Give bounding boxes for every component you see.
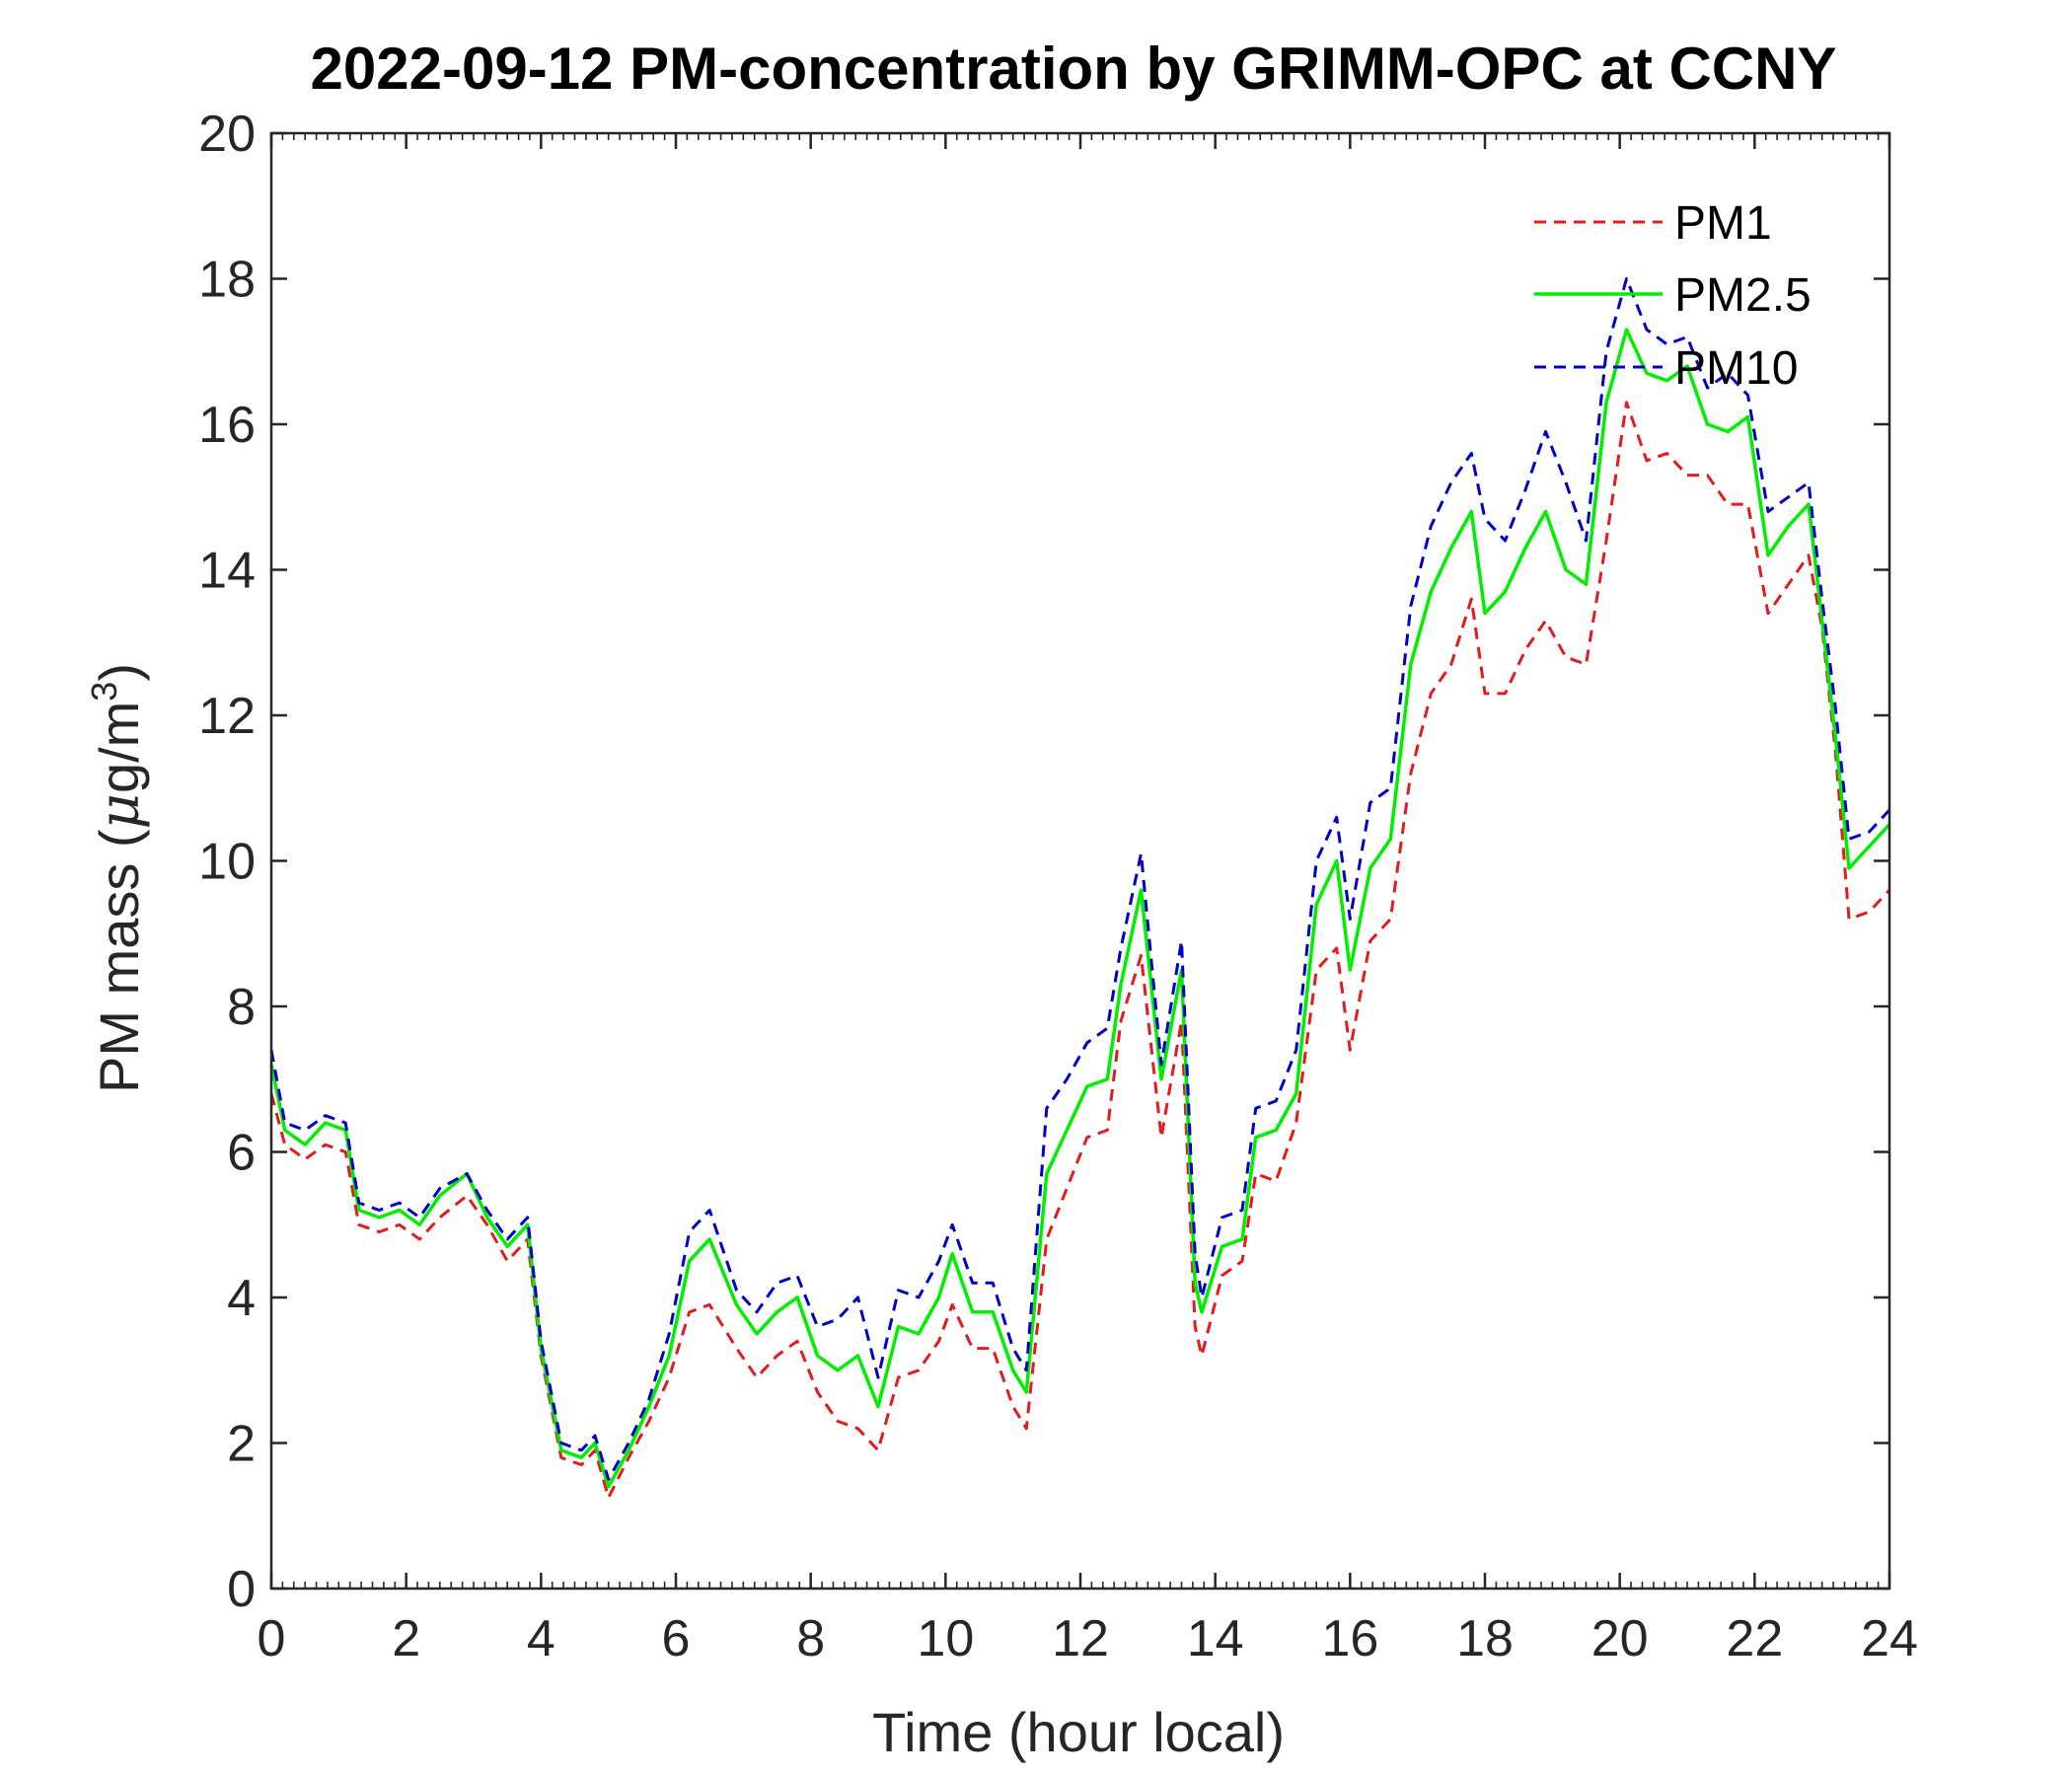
- y-tick-label: 2: [227, 1416, 256, 1473]
- y-tick-label: 20: [198, 106, 256, 163]
- legend-label: PM1: [1674, 197, 1772, 250]
- y-axis-title-close: ): [88, 663, 150, 682]
- x-tick-label: 12: [1052, 1610, 1109, 1667]
- y-axis-title-sup: 3: [84, 682, 124, 702]
- x-tick-label: 6: [662, 1610, 691, 1667]
- y-tick-label: 8: [227, 979, 256, 1036]
- x-tick-label: 4: [527, 1610, 555, 1667]
- chart-title: 2022-09-12 PM-concentration by GRIMM-OPC…: [311, 36, 1837, 102]
- y-tick-label: 18: [198, 252, 256, 309]
- x-tick-label: 8: [796, 1610, 825, 1667]
- series-line-pm10: [269, 277, 1891, 1481]
- x-tick-label: 24: [1861, 1610, 1918, 1667]
- series-line-pm1: [269, 401, 1891, 1500]
- y-tick-label: 12: [198, 688, 256, 745]
- legend-label: PM2.5: [1674, 269, 1812, 322]
- x-tick-label: 22: [1726, 1610, 1783, 1667]
- y-tick-label: 0: [227, 1561, 256, 1618]
- legend: PM1 PM2.5 PM10: [1534, 197, 1812, 395]
- y-axis-title: PM mass (μg/m3): [84, 663, 152, 1093]
- x-tick-label: 20: [1591, 1610, 1649, 1667]
- x-tick-label: 10: [917, 1610, 974, 1667]
- y-tick-label: 16: [198, 397, 256, 454]
- x-axis-title: Time (hour local): [872, 1701, 1285, 1763]
- y-axis-ticks: 0 2 4 6 8 10 12 14 16 18 20: [198, 106, 1889, 1618]
- y-tick-label: 6: [227, 1125, 256, 1182]
- y-axis-title-mu: μ: [88, 793, 152, 829]
- x-tick-label: 16: [1321, 1610, 1378, 1667]
- legend-label: PM10: [1674, 342, 1798, 395]
- y-tick-label: 10: [198, 834, 256, 891]
- x-tick-label: 18: [1456, 1610, 1514, 1667]
- y-axis-title-unit: g/m: [88, 702, 150, 793]
- x-tick-label: 14: [1187, 1610, 1244, 1667]
- y-axis-title-main: PM mass (: [88, 829, 150, 1093]
- x-tick-label: 2: [392, 1610, 420, 1667]
- y-tick-label: 4: [227, 1270, 256, 1327]
- x-axis-ticks: 0 2 4 6 8 10 12 14 16 18 20 22 24: [258, 133, 1918, 1667]
- plot-lines: [269, 277, 1891, 1500]
- y-tick-label: 14: [198, 543, 256, 600]
- x-tick-label: 0: [258, 1610, 286, 1667]
